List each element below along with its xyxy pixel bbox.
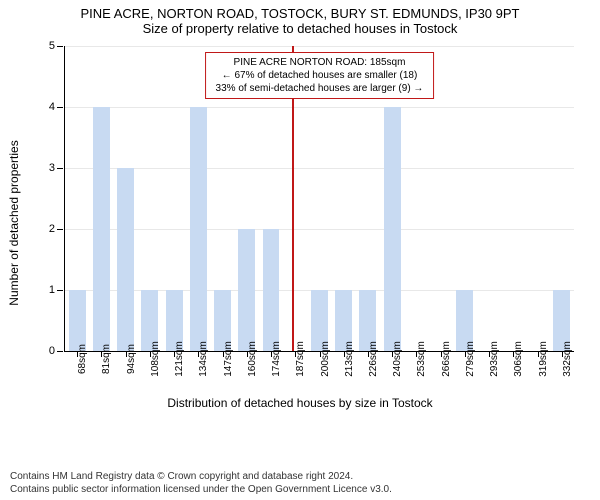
- x-tick-label: 279sqm: [465, 341, 476, 377]
- gridline: [65, 107, 574, 108]
- footer: Contains HM Land Registry data © Crown c…: [10, 470, 392, 496]
- x-tick-label: 108sqm: [150, 341, 161, 377]
- annotation-line-1: PINE ACRE NORTON ROAD: 185sqm: [216, 56, 424, 69]
- footer-line-1: Contains HM Land Registry data © Crown c…: [10, 470, 392, 483]
- y-tick: [57, 351, 63, 352]
- bar: [384, 107, 401, 351]
- y-axis-label: Number of detached properties: [7, 140, 21, 305]
- y-tick: [57, 168, 63, 169]
- x-tick-label: 319sqm: [538, 341, 549, 377]
- annotation-line-3: 33% of semi-detached houses are larger (…: [216, 82, 424, 95]
- y-tick-label: 4: [49, 101, 55, 113]
- bar: [190, 107, 207, 351]
- x-tick-label: 94sqm: [126, 344, 137, 374]
- x-tick-label: 306sqm: [513, 341, 524, 377]
- y-tick-label: 3: [49, 162, 55, 174]
- y-tick-label: 2: [49, 223, 55, 235]
- page-title-1: PINE ACRE, NORTON ROAD, TOSTOCK, BURY ST…: [10, 6, 590, 21]
- bar: [238, 229, 255, 351]
- x-tick-label: 187sqm: [295, 341, 306, 377]
- bar: [93, 107, 110, 351]
- x-tick-label: 160sqm: [247, 341, 258, 377]
- annotation-box: PINE ACRE NORTON ROAD: 185sqm ← 67% of d…: [205, 52, 435, 99]
- y-tick: [57, 46, 63, 47]
- x-tick-label: 174sqm: [271, 341, 282, 377]
- x-tick-label: 200sqm: [320, 341, 331, 377]
- plot-area: PINE ACRE NORTON ROAD: 185sqm ← 67% of d…: [64, 46, 574, 352]
- y-tick: [57, 290, 63, 291]
- y-tick: [57, 107, 63, 108]
- x-axis-label: Distribution of detached houses by size …: [167, 396, 432, 410]
- x-tick-label: 332sqm: [562, 341, 573, 377]
- bar: [117, 168, 134, 351]
- y-tick-label: 1: [49, 284, 55, 296]
- x-tick-label: 134sqm: [198, 341, 209, 377]
- x-tick-label: 213sqm: [344, 341, 355, 377]
- x-tick-label: 121sqm: [174, 341, 185, 377]
- bar: [69, 290, 86, 351]
- gridline: [65, 229, 574, 230]
- x-tick-label: 68sqm: [77, 344, 88, 374]
- x-tick-label: 81sqm: [101, 344, 112, 374]
- y-tick-label: 5: [49, 40, 55, 52]
- x-tick-label: 240sqm: [392, 341, 403, 377]
- x-tick-label: 293sqm: [489, 341, 500, 377]
- footer-line-2: Contains public sector information licen…: [10, 483, 392, 496]
- gridline: [65, 46, 574, 47]
- bar: [263, 229, 280, 351]
- x-tick-label: 147sqm: [223, 341, 234, 377]
- x-tick-label: 226sqm: [368, 341, 379, 377]
- x-tick-label: 253sqm: [416, 341, 427, 377]
- chart: Number of detached properties Distributi…: [20, 38, 580, 408]
- annotation-line-2: ← 67% of detached houses are smaller (18…: [216, 69, 424, 82]
- y-tick-label: 0: [49, 345, 55, 357]
- page-title-2: Size of property relative to detached ho…: [10, 21, 590, 36]
- x-tick-label: 266sqm: [441, 341, 452, 377]
- gridline: [65, 168, 574, 169]
- y-tick: [57, 229, 63, 230]
- page: PINE ACRE, NORTON ROAD, TOSTOCK, BURY ST…: [0, 0, 600, 500]
